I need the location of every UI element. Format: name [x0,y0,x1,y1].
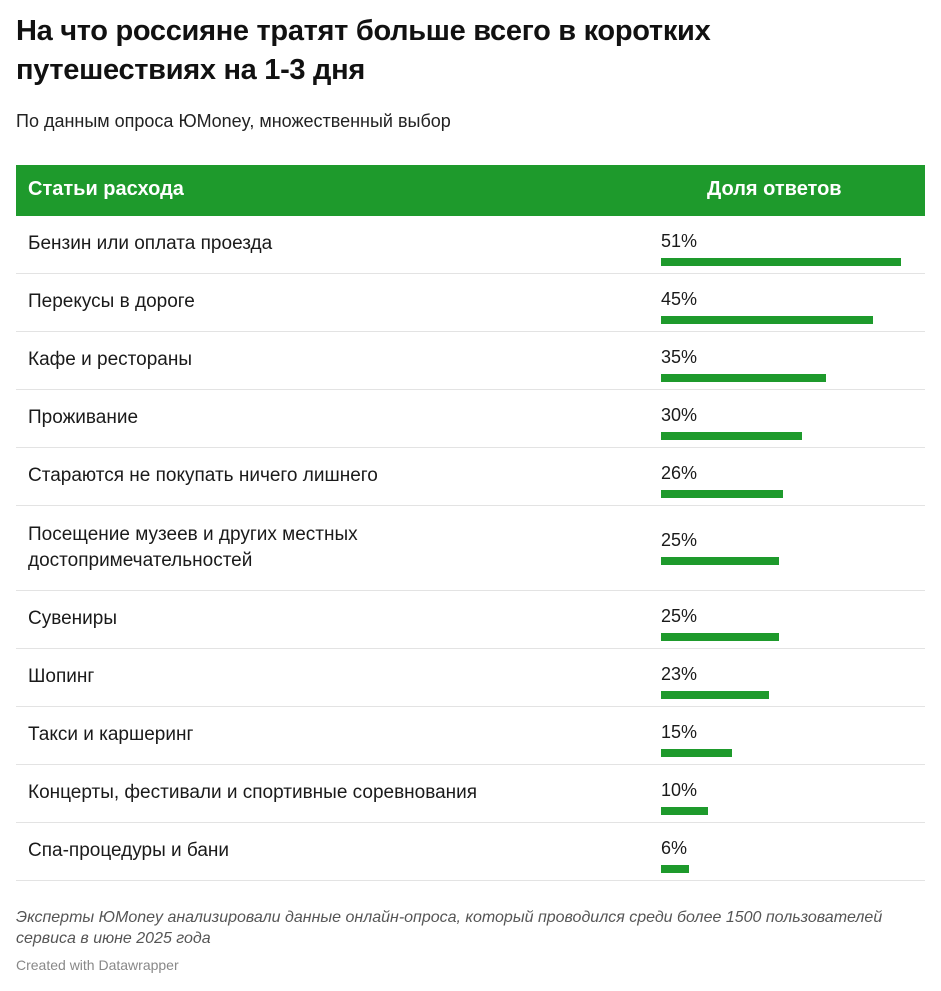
table-row: Сувениры 25% [16,591,925,649]
row-label: Шопинг [28,666,95,687]
row-label: Перекусы в дороге [28,291,195,312]
row-bar [661,691,769,699]
row-bar [661,633,779,641]
row-label: Концерты, фестивали и спортивные соревно… [28,782,478,803]
row-bar [661,374,826,382]
row-label: Спа-процедуры и бани [28,840,230,861]
row-value-label: 25% [661,606,698,626]
row-value-label: 51% [661,231,698,251]
row-value-label: 10% [661,780,698,800]
footnote: Эксперты ЮMoney анализировали данные онл… [16,909,883,947]
row-label: Посещение музеев и других местных достоп… [28,524,358,571]
row-bar [661,316,873,324]
row-label: Сувениры [28,608,117,629]
row-value-label: 23% [661,664,698,684]
table-row: Перекусы в дороге 45% [16,274,925,332]
chart-subtitle: По данным опроса ЮMoney, множественный в… [16,111,451,131]
table-row: Концерты, фестивали и спортивные соревно… [16,765,925,823]
row-bar [661,490,783,498]
chart-title: На что россияне тратят больше всего в ко… [16,15,711,86]
row-value-label: 25% [661,530,698,550]
row-label: Стараются не покупать ничего лишнего [28,465,378,486]
row-bar [661,865,689,873]
row-bar [661,749,732,757]
table-row: Проживание 30% [16,390,925,448]
data-table: Статьи расхода Доля ответов Бензин или о… [16,165,925,881]
table-row: Кафе и рестораны 35% [16,332,925,390]
header-share-of-answers: Доля ответов [707,178,842,200]
row-bar [661,432,802,440]
row-label: Проживание [28,407,139,428]
row-label: Такси и каршеринг [28,724,194,745]
row-bar [661,258,901,266]
row-value-label: 15% [661,722,698,742]
row-value-label: 45% [661,289,698,309]
row-value-label: 26% [661,463,698,483]
table-row: Стараются не покупать ничего лишнего 26% [16,448,925,506]
table-row: Спа-процедуры и бани 6% [16,823,925,881]
table-row: Шопинг 23% [16,649,925,707]
row-bar [661,807,708,815]
row-value-label: 35% [661,347,698,367]
credit-link[interactable]: Created with Datawrapper [16,957,179,973]
row-label: Кафе и рестораны [28,349,192,370]
row-value-label: 30% [661,405,698,425]
table-body: Бензин или оплата проезда 51% Перекусы в д… [16,216,925,881]
table-row: Посещение музеев и других местных достоп… [16,506,925,591]
row-value-label: 6% [661,838,688,858]
row-bar [661,557,779,565]
row-label: Бензин или оплата проезда [28,233,273,254]
table-row: Такси и каршеринг 15% [16,707,925,765]
header-expense-category: Статьи расхода [28,178,184,200]
table-header: Статьи расхода Доля ответов [16,165,925,216]
table-row: Бензин или оплата проезда 51% [16,216,925,274]
